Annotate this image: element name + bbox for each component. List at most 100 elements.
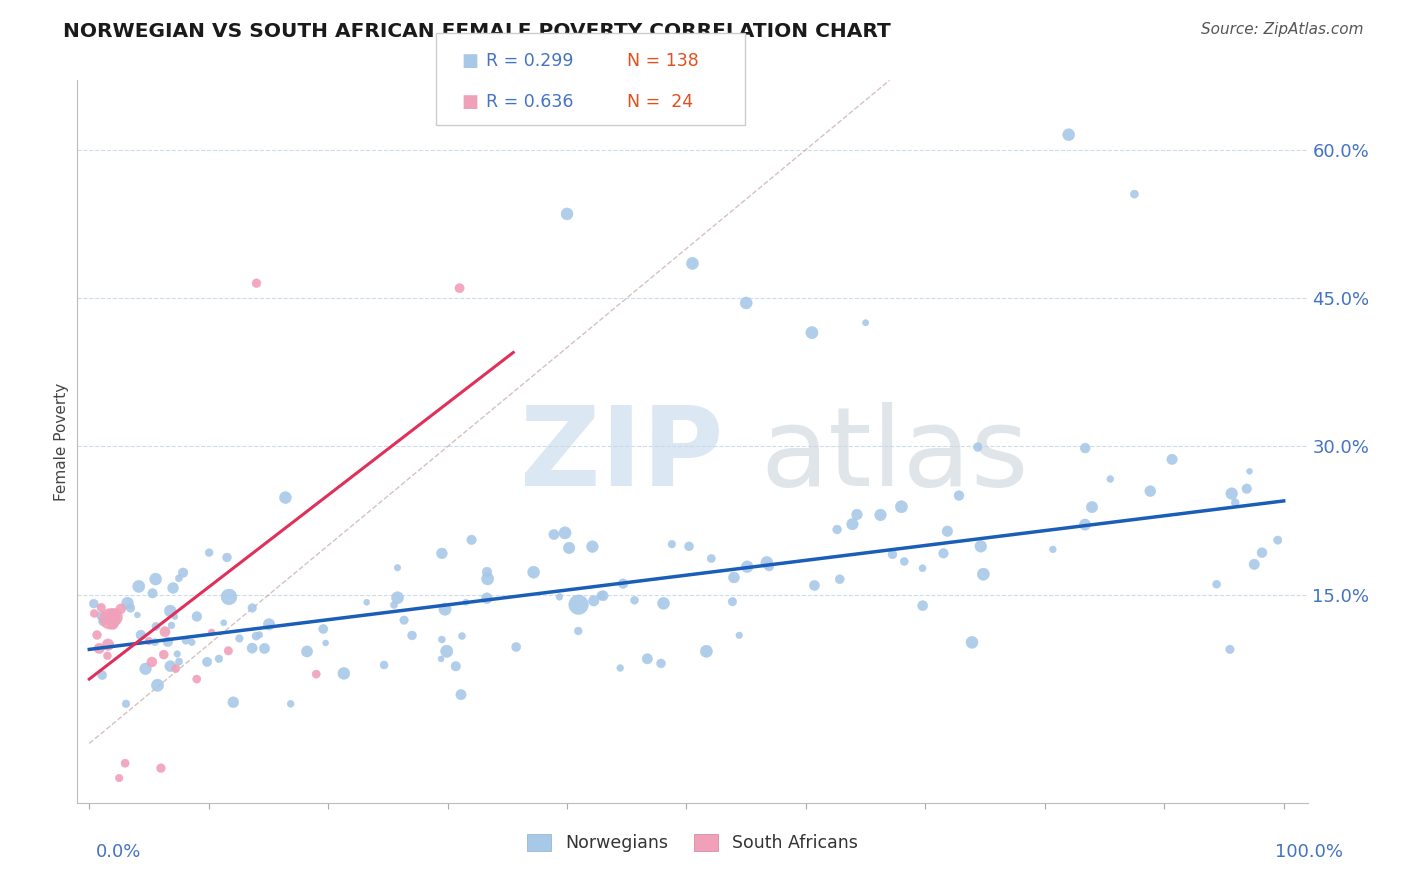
Point (970, 539, 993, 553)
Point (356, 595, 378, 609)
Point (966, 440, 988, 454)
Text: atlas: atlas (761, 402, 1029, 509)
Point (295, 644, 318, 658)
Point (305, 667, 328, 681)
Point (475, 565, 498, 579)
Point (558, 541, 581, 555)
Point (141, 586, 163, 600)
Point (623, 593, 645, 607)
Point (430, 652, 453, 666)
Point (911, 561, 934, 575)
Point (450, 688, 472, 702)
Point (392, 613, 415, 627)
Point (218, 590, 240, 604)
Point (186, 609, 208, 624)
Point (110, 602, 132, 616)
Point (91, 614, 114, 628)
Point (960, 635, 983, 649)
Point (890, 500, 912, 514)
Point (166, 647, 188, 661)
Point (893, 554, 915, 568)
Text: ZIP: ZIP (520, 402, 724, 509)
Point (153, 624, 176, 639)
Text: R = 0.299: R = 0.299 (486, 52, 574, 70)
Point (567, 598, 589, 612)
Point (1161, 452, 1184, 467)
Point (444, 659, 467, 673)
Point (1123, 187, 1146, 202)
Point (1057, 128, 1080, 142)
Point (212, 615, 235, 630)
Point (245, 276, 267, 290)
Point (1074, 517, 1097, 532)
Point (846, 508, 869, 522)
Point (387, 591, 409, 605)
Point (454, 595, 477, 609)
Point (257, 617, 280, 632)
Point (114, 756, 136, 771)
Point (882, 547, 904, 561)
Point (90, 600, 112, 615)
Point (382, 598, 405, 612)
Point (591, 589, 613, 603)
Point (172, 566, 194, 580)
Point (1081, 500, 1104, 514)
Point (612, 576, 634, 591)
Text: N =  24: N = 24 (627, 93, 693, 112)
Point (695, 644, 717, 658)
Point (682, 256, 704, 270)
Point (1139, 484, 1161, 499)
Point (201, 625, 224, 640)
Point (523, 566, 546, 580)
Point (755, 555, 778, 569)
Point (90, 608, 112, 623)
Point (135, 662, 157, 676)
Point (700, 551, 723, 566)
Text: 0.0%: 0.0% (96, 843, 141, 861)
Point (401, 628, 423, 642)
Point (1251, 546, 1274, 560)
Point (143, 635, 166, 649)
Point (180, 635, 202, 649)
Point (128, 579, 150, 593)
Point (101, 617, 124, 632)
Point (174, 633, 197, 648)
Point (477, 572, 499, 586)
Point (228, 632, 250, 646)
Point (936, 524, 959, 539)
Point (652, 596, 675, 610)
Point (89, 641, 111, 656)
Point (543, 527, 565, 541)
Point (208, 652, 231, 666)
Point (312, 622, 335, 636)
Point (582, 594, 605, 608)
Point (103, 610, 125, 624)
Point (972, 567, 994, 582)
Point (661, 537, 683, 551)
Point (548, 590, 571, 604)
Point (1074, 441, 1097, 455)
Text: Source: ZipAtlas.com: Source: ZipAtlas.com (1201, 22, 1364, 37)
Point (146, 678, 169, 692)
Point (86, 628, 108, 642)
Point (280, 697, 302, 711)
Point (162, 581, 184, 595)
Point (215, 550, 238, 565)
Y-axis label: Female Poverty: Female Poverty (53, 383, 69, 500)
Point (1220, 486, 1243, 500)
Point (460, 533, 482, 547)
Point (1239, 464, 1261, 478)
Point (678, 540, 700, 554)
Point (159, 604, 181, 618)
Point (167, 571, 190, 585)
Point (1243, 558, 1265, 572)
Point (186, 672, 208, 686)
Point (430, 546, 453, 560)
Point (274, 491, 297, 505)
Point (222, 695, 245, 709)
Point (650, 657, 672, 671)
Point (98, 612, 121, 626)
Point (96, 648, 118, 663)
Point (436, 644, 458, 658)
Point (249, 628, 271, 642)
